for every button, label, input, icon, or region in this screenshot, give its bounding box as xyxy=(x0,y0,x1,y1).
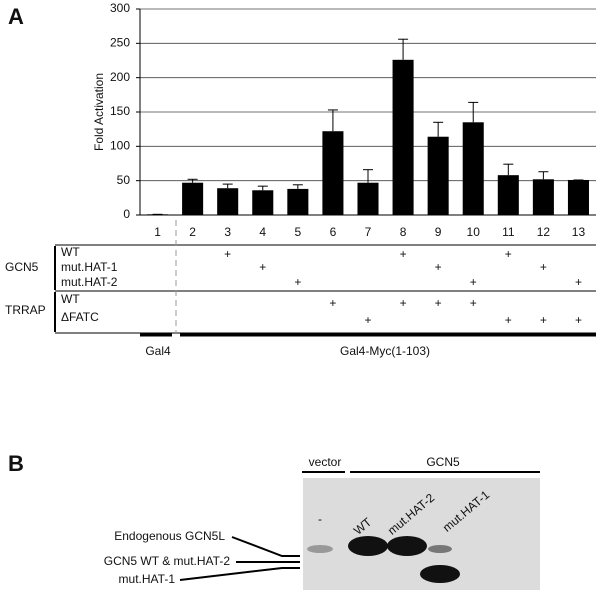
panel-label: A xyxy=(8,4,24,29)
bar xyxy=(322,131,344,215)
bar xyxy=(497,175,519,215)
x-tick-label: 3 xyxy=(224,225,231,239)
y-tick-label: 300 xyxy=(110,1,130,15)
panel-label: B xyxy=(8,451,24,476)
bar xyxy=(182,182,204,215)
plus-mark: + xyxy=(575,313,582,327)
row-label: mut.HAT-1 xyxy=(61,260,118,274)
construct-label: Gal4 xyxy=(145,344,171,358)
plus-mark: + xyxy=(470,275,477,289)
x-tick-label: 2 xyxy=(189,225,196,239)
x-tick-label: 9 xyxy=(435,225,442,239)
x-tick-label: 1 xyxy=(154,225,161,239)
bar xyxy=(567,179,589,215)
plus-mark: + xyxy=(224,247,231,261)
row-label: WT xyxy=(61,292,80,306)
bar xyxy=(357,182,379,215)
band xyxy=(307,545,333,553)
plus-mark: + xyxy=(400,296,407,310)
band xyxy=(348,536,388,556)
band-label: GCN5 WT & mut.HAT-2 xyxy=(104,554,231,568)
bar xyxy=(462,122,484,215)
pointer xyxy=(179,567,300,581)
y-tick-label: 200 xyxy=(110,70,130,84)
plus-mark: + xyxy=(400,247,407,261)
x-tick-label: 4 xyxy=(259,225,266,239)
group-label: vector xyxy=(309,455,342,469)
construct-label: Gal4-Myc(1-103) xyxy=(340,344,430,358)
x-tick-label: 11 xyxy=(502,225,515,239)
group-label: TRRAP xyxy=(5,303,46,317)
band xyxy=(387,536,427,556)
x-tick-label: 10 xyxy=(467,225,481,239)
band xyxy=(420,565,460,583)
y-tick-label: 0 xyxy=(123,207,130,221)
bar xyxy=(217,188,239,215)
plus-mark: + xyxy=(540,260,547,274)
x-tick-label: 6 xyxy=(330,225,337,239)
row-label: ΔFATC xyxy=(61,310,99,324)
plus-mark: + xyxy=(505,313,512,327)
plus-mark: + xyxy=(575,275,582,289)
x-tick-label: 8 xyxy=(400,225,407,239)
pointer xyxy=(231,536,300,557)
row-label: mut.HAT-2 xyxy=(61,275,118,289)
y-tick-label: 50 xyxy=(117,173,131,187)
plus-mark: + xyxy=(259,260,266,274)
x-tick-label: 12 xyxy=(537,225,551,239)
plus-mark: + xyxy=(329,296,336,310)
y-tick-label: 100 xyxy=(110,139,130,153)
bar xyxy=(532,179,554,215)
y-tick-label: 150 xyxy=(110,104,130,118)
bar xyxy=(427,136,449,215)
plus-mark: + xyxy=(435,296,442,310)
x-tick-label: 5 xyxy=(295,225,302,239)
y-axis-label: Fold Activation xyxy=(92,73,106,151)
plus-mark: + xyxy=(294,275,301,289)
plus-mark: + xyxy=(364,313,371,327)
y-tick-label: 250 xyxy=(110,36,130,50)
bar xyxy=(392,59,414,216)
row-label: WT xyxy=(61,245,80,259)
lane-label: - xyxy=(318,512,322,526)
x-tick-label: 13 xyxy=(572,225,586,239)
plus-mark: + xyxy=(505,247,512,261)
group-label: GCN5 xyxy=(5,260,39,274)
plus-mark: + xyxy=(470,296,477,310)
band-label: mut.HAT-1 xyxy=(119,572,176,586)
band-label: Endogenous GCN5L xyxy=(114,529,225,543)
plus-mark: + xyxy=(540,313,547,327)
band xyxy=(428,545,452,553)
x-tick-label: 7 xyxy=(365,225,372,239)
plus-mark: + xyxy=(435,260,442,274)
bar xyxy=(252,190,274,215)
group-label: GCN5 xyxy=(426,455,460,469)
bar xyxy=(287,188,309,215)
